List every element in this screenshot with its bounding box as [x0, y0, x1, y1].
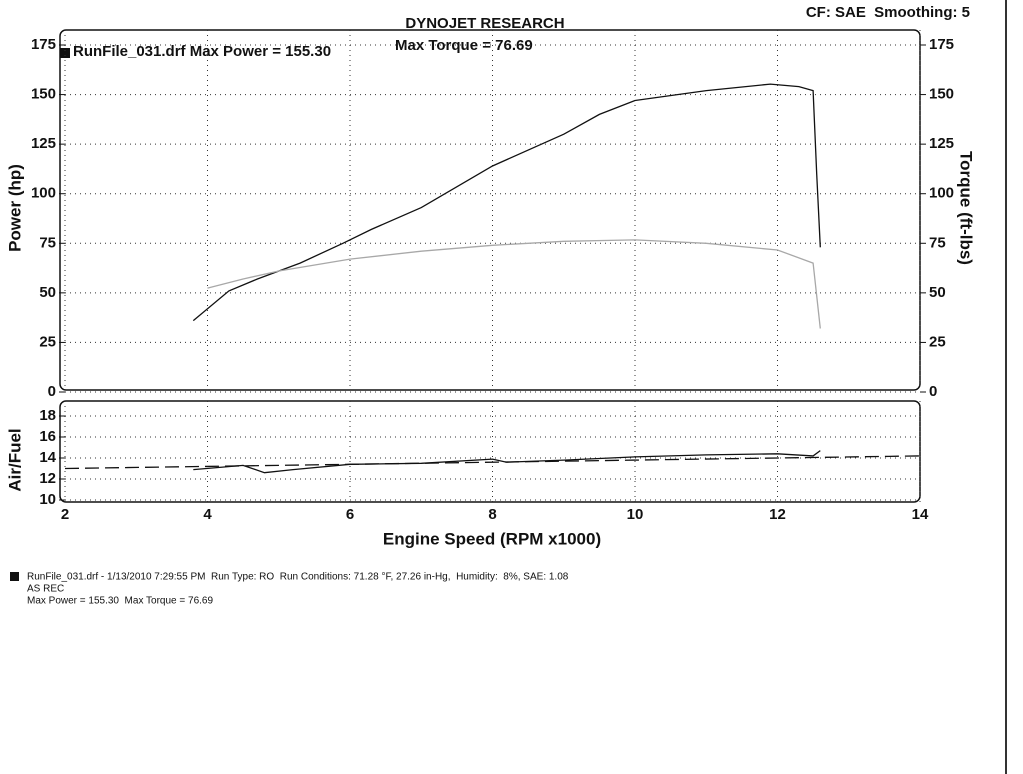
- plot-frame: [59, 29, 921, 391]
- y-axis-label: Air/Fuel: [5, 428, 24, 491]
- y2-axis-label: Torque (ft-lbs): [957, 151, 976, 265]
- y-tick-label: 14: [39, 449, 56, 466]
- y-tick-label: 12: [39, 470, 56, 487]
- chart-title: DYNOJET RESEARCH: [405, 15, 564, 32]
- legend-marker: [60, 48, 70, 58]
- footer-line: AS REC: [27, 584, 64, 595]
- y2-tick-label: 125: [929, 135, 954, 152]
- y-tick-label: 50: [39, 284, 56, 301]
- annotation: RunFile_031.drf Max Power = 155.30: [73, 43, 331, 60]
- y2-tick-label: 150: [929, 86, 954, 103]
- y-tick-label: 100: [31, 185, 56, 202]
- y-tick-label: 0: [48, 383, 56, 400]
- legend-marker: [10, 572, 19, 581]
- y2-tick-label: 175: [929, 36, 954, 53]
- x-tick-label: 4: [203, 506, 212, 523]
- series-line: [193, 450, 821, 474]
- series-line: [207, 239, 821, 329]
- y-tick-label: 150: [31, 86, 56, 103]
- y-tick-label: 75: [39, 234, 56, 251]
- y-tick-label: 10: [39, 491, 56, 508]
- footer-line: RunFile_031.drf - 1/13/2010 7:29:55 PM R…: [27, 572, 569, 583]
- y-tick-label: 25: [39, 333, 56, 350]
- x-tick-label: 14: [912, 506, 929, 523]
- x-tick-label: 6: [346, 506, 354, 523]
- y-tick-label: 175: [31, 36, 56, 53]
- y2-tick-label: 75: [929, 234, 946, 251]
- x-axis-label: Engine Speed (RPM x1000): [383, 529, 601, 548]
- y2-tick-label: 50: [929, 284, 946, 301]
- series-line: [64, 455, 921, 470]
- x-tick-label: 2: [61, 506, 69, 523]
- series-line: [192, 83, 821, 322]
- y2-tick-label: 100: [929, 185, 954, 202]
- y2-tick-label: 25: [929, 333, 946, 350]
- y-tick-label: 125: [31, 135, 56, 152]
- footer-line: Max Power = 155.30 Max Torque = 76.69: [27, 596, 213, 607]
- y-tick-label: 16: [39, 428, 56, 445]
- x-tick-label: 12: [769, 506, 786, 523]
- annotation: Max Torque = 76.69: [395, 37, 533, 54]
- y-tick-label: 18: [39, 407, 56, 424]
- y-axis-label: Power (hp): [5, 164, 24, 252]
- x-tick-label: 10: [627, 506, 644, 523]
- settings: CF: SAE Smoothing: 5: [806, 4, 970, 21]
- y2-tick-label: 0: [929, 383, 937, 400]
- x-tick-label: 8: [488, 506, 496, 523]
